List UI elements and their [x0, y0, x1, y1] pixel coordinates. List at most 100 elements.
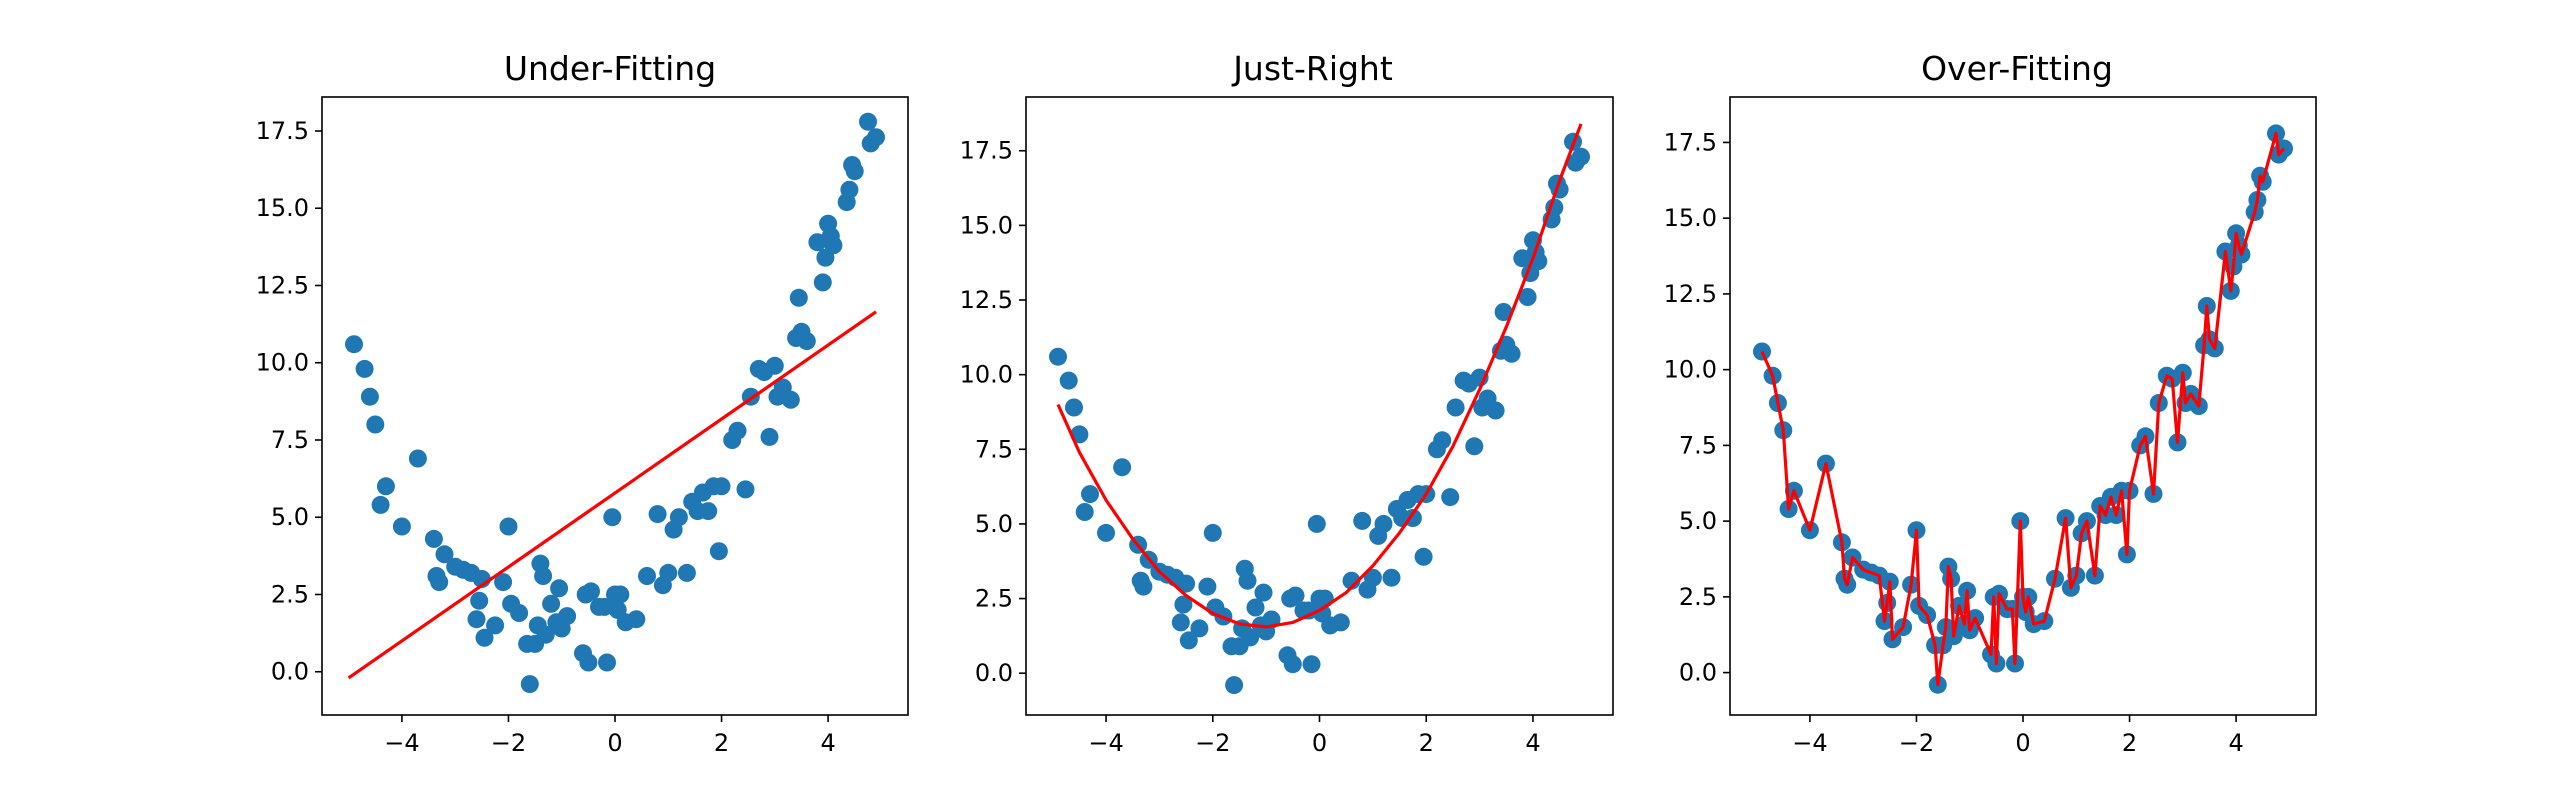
- fit-line-path: [347, 310, 877, 680]
- scatter-point: [467, 610, 486, 629]
- y-tick-label: 10.0: [256, 349, 309, 377]
- scatter-point: [1518, 288, 1537, 306]
- scatter-point: [781, 390, 800, 409]
- fit-line: [1056, 123, 1583, 629]
- scatter-point: [1225, 676, 1244, 695]
- fit-line-path: [1056, 123, 1583, 629]
- y-tick-label: 7.5: [271, 426, 309, 454]
- y-tick-label: 2.5: [271, 580, 309, 608]
- scatter-point: [1075, 503, 1094, 521]
- scatter-point: [1254, 583, 1273, 602]
- subplot-just-right: Just-Right −4 −2 0 2 4 0.0 2.5 5.0 7.5 10.0 12.5 15…: [960, 49, 1614, 757]
- scatter-point: [1097, 523, 1115, 542]
- scatter-point: [371, 495, 390, 514]
- x-tick-label: 4: [1525, 729, 1540, 757]
- scatter-point: [1081, 485, 1099, 504]
- scatter-point: [1465, 437, 1484, 456]
- y-tick-label: 2.5: [1679, 583, 1717, 611]
- scatter-point: [598, 653, 616, 672]
- scatter-point: [1059, 371, 1078, 390]
- x-tick-label: −4: [1088, 729, 1123, 757]
- scatter-point: [1331, 613, 1350, 632]
- x-tick-label: 2: [714, 729, 729, 757]
- scatter-point: [1203, 523, 1222, 542]
- scatter-point: [392, 517, 411, 536]
- scatter-point: [550, 579, 569, 598]
- scatter-point: [1198, 577, 1217, 596]
- subplot-over-fitting: Over-Fitting −4 −2 0 2 4 0.0 2.5 5.0 7.5 10.0 12.5…: [1664, 49, 2317, 757]
- x-tick-label: 4: [2228, 729, 2243, 757]
- scatter-point: [1246, 598, 1265, 617]
- axes-frame-and-ticks: −4 −2 0 2 4 0.0 2.5 5.0 7.5 10.0 12.5 15.0 17.5: [960, 96, 1614, 757]
- scatter-point: [1177, 574, 1196, 593]
- y-tick-label: 0.0: [271, 658, 309, 686]
- scatter-point: [760, 427, 779, 446]
- x-tick-label: 2: [1419, 729, 1434, 757]
- scatter-point: [677, 563, 696, 582]
- subplot-title: Under-Fitting: [504, 49, 716, 88]
- scatter-point: [1486, 401, 1505, 420]
- axes-frame-and-ticks: −4 −2 0 2 4 0.0 2.5 5.0 7.5 10.0 12.5 15.0 17.5: [1664, 96, 2317, 757]
- fit-line: [1760, 131, 2286, 687]
- scatter-point: [1307, 514, 1326, 533]
- y-tick-label: 10.0: [960, 361, 1013, 389]
- scatter-point: [1241, 628, 1260, 647]
- scatter-point: [603, 508, 622, 527]
- scatter-point: [867, 128, 885, 147]
- scatter-point: [845, 162, 864, 181]
- scatter-point: [1179, 631, 1198, 650]
- y-tick-label: 0.0: [1679, 659, 1717, 687]
- scatter-point: [1414, 547, 1433, 566]
- scatter-point: [1283, 655, 1302, 674]
- scatter-point: [1363, 568, 1382, 587]
- x-tick-label: −2: [491, 729, 526, 757]
- scatter-point: [1302, 655, 1321, 674]
- scatter-point: [435, 545, 454, 564]
- scatter-point: [1572, 147, 1590, 166]
- scatter-point: [669, 508, 688, 527]
- scatter-point: [638, 567, 656, 585]
- scatter-points: [345, 112, 885, 694]
- y-tick-label: 7.5: [1679, 431, 1717, 459]
- scatter-point: [648, 505, 667, 524]
- scatter-point: [709, 542, 728, 561]
- scatter-point: [1315, 589, 1334, 608]
- subplot-title: Just-Right: [1231, 49, 1393, 88]
- subplot-title: Over-Fitting: [1921, 49, 2113, 88]
- y-tick-label: 15.0: [1664, 204, 1717, 232]
- x-tick-label: 4: [820, 729, 835, 757]
- scatter-point: [712, 477, 731, 496]
- scatter-point: [510, 604, 529, 622]
- scatter-point: [595, 597, 614, 616]
- y-tick-label: 7.5: [975, 435, 1013, 463]
- scatter-point: [659, 563, 678, 582]
- x-tick-label: −2: [1195, 729, 1230, 757]
- scatter-point: [582, 582, 600, 601]
- y-tick-label: 15.0: [960, 211, 1013, 239]
- scatter-point: [470, 591, 489, 610]
- scatter-point: [1446, 398, 1465, 417]
- scatter-point: [1065, 398, 1083, 417]
- scatter-point: [789, 288, 808, 307]
- y-tick-label: 2.5: [975, 585, 1013, 613]
- axes-frame-and-ticks: −4 −2 0 2 4 0.0 2.5 5.0 7.5 10.0 12.5 15.0 17.5: [256, 96, 909, 757]
- scatter-point: [808, 233, 827, 252]
- scatter-point: [765, 356, 784, 375]
- y-tick-label: 15.0: [256, 194, 309, 222]
- scatter-point: [366, 415, 385, 434]
- scatter-point: [430, 573, 449, 592]
- x-tick-label: −2: [1899, 729, 1934, 757]
- scatter-point: [1342, 571, 1361, 590]
- scatter-point: [1134, 577, 1153, 596]
- scatter-point: [1374, 514, 1393, 533]
- scatter-point: [486, 616, 505, 635]
- scatter-point: [536, 625, 555, 644]
- scatter-point: [1190, 619, 1209, 638]
- scatter-point: [1353, 511, 1372, 530]
- fit-line-path: [1760, 131, 2286, 687]
- scatter-point: [824, 236, 843, 255]
- x-tick-label: −4: [1792, 729, 1827, 757]
- y-tick-label: 12.5: [1664, 280, 1717, 308]
